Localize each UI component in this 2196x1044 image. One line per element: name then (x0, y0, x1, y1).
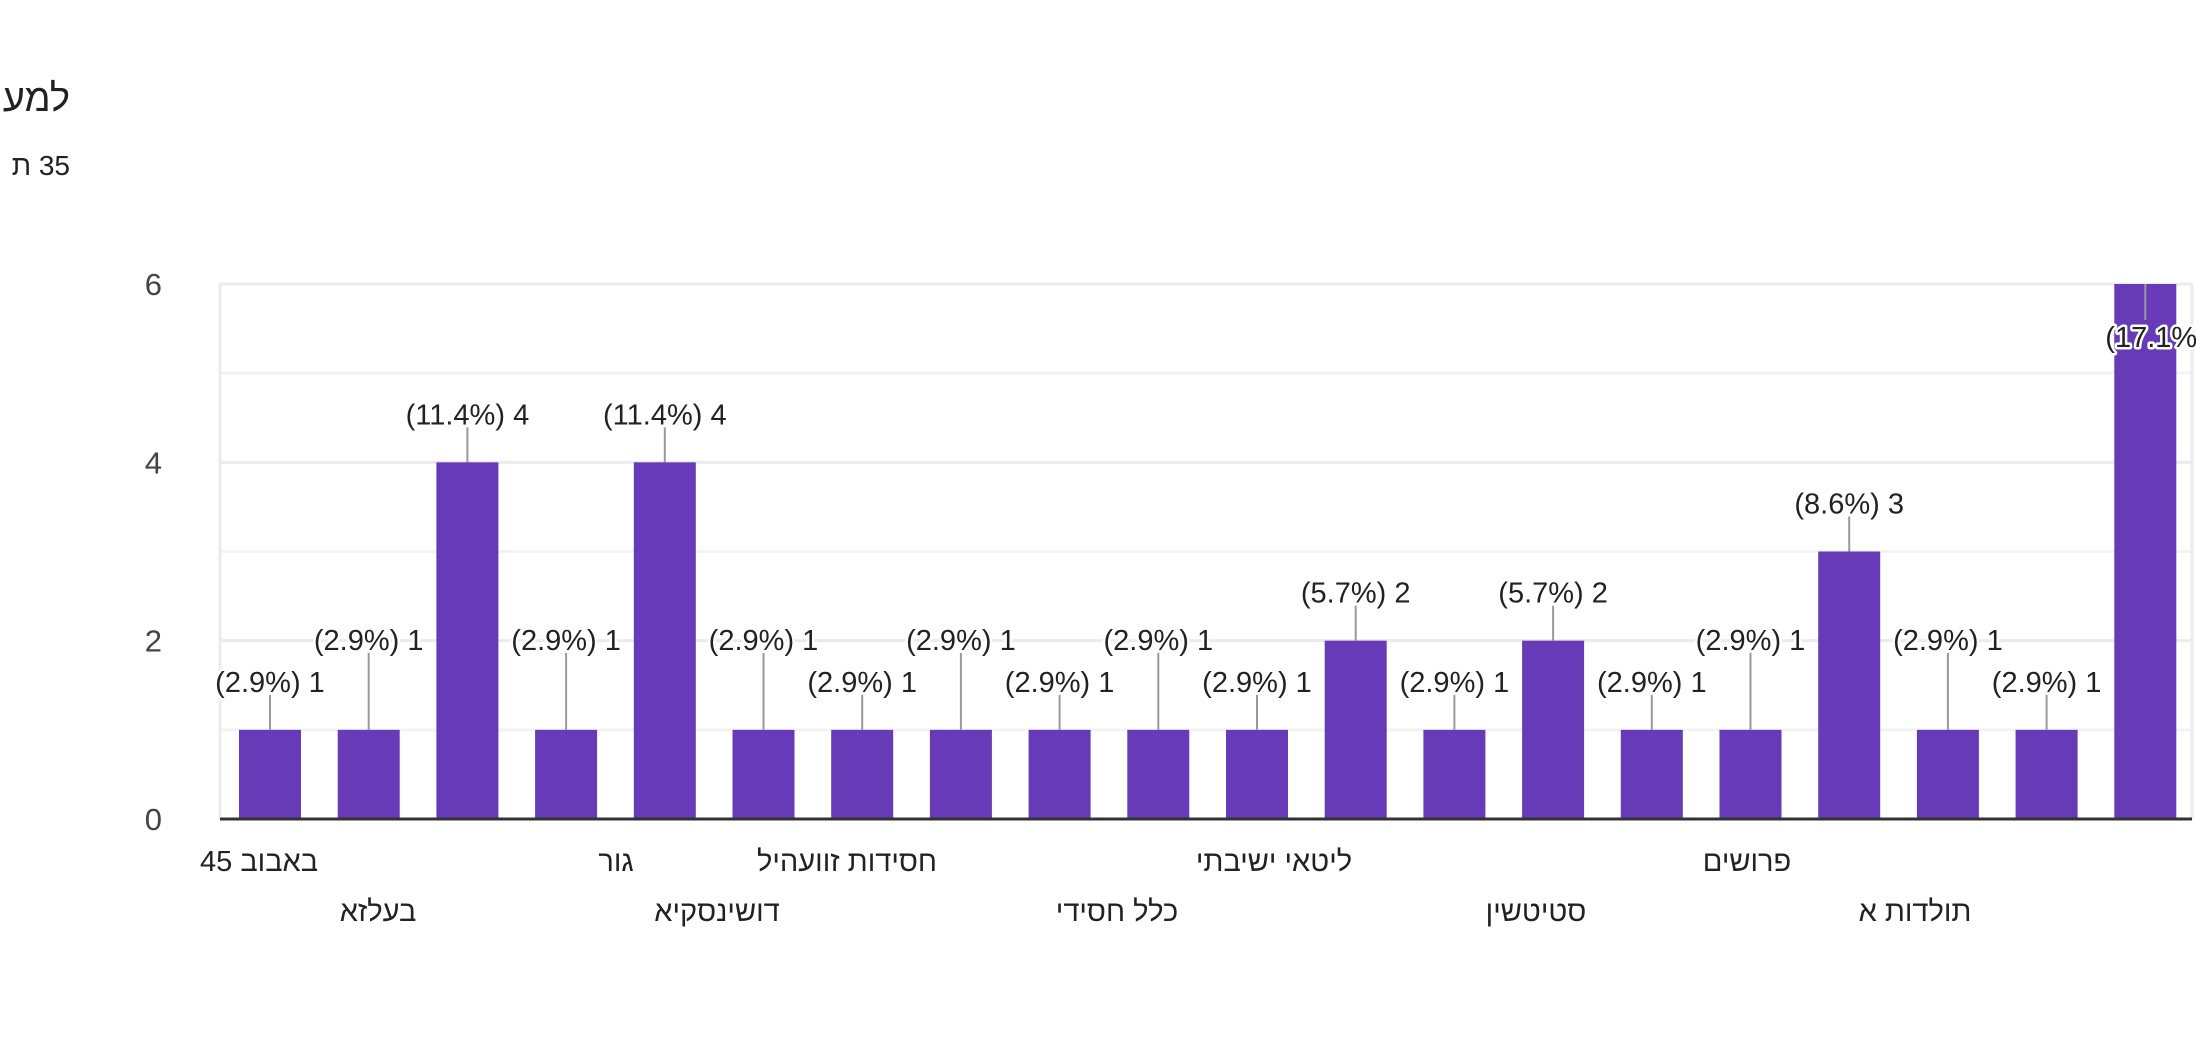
x-tick-label: גור (598, 846, 633, 878)
bar (337, 729, 400, 819)
x-tick-label: בעלזא (340, 896, 417, 928)
data-label: 1 (2.9%) (709, 625, 819, 657)
y-tick-label: 6 (145, 267, 162, 302)
data-label: 2 (5.7%) (1498, 578, 1608, 610)
x-tick-label: פרושים (1703, 846, 1792, 878)
data-label: 4 (11.4%) (406, 399, 530, 431)
question-title: למע (2, 78, 70, 120)
data-label: 1 (2.9%) (1597, 667, 1707, 699)
y-tick-label: 0 (145, 802, 162, 837)
bar (1916, 729, 1979, 819)
data-label: 1 (2.9%) (314, 625, 424, 657)
y-tick-label: 2 (145, 624, 162, 659)
bar (2114, 284, 2177, 819)
data-label: 1 (2.9%) (511, 625, 621, 657)
data-label: 3 (8.6%) (1794, 489, 1904, 521)
bar (929, 729, 992, 819)
x-tick-label: סטיטשין (1486, 896, 1587, 928)
bar (436, 462, 499, 819)
y-tick-label: 4 (145, 445, 162, 480)
x-tick-label: ליטאי ישיבתי (1196, 846, 1352, 878)
data-label: 6 (17.1%) (2105, 322, 2196, 354)
bar (1818, 551, 1881, 819)
bar (1127, 729, 1190, 819)
bar (239, 729, 301, 819)
bar (1226, 729, 1288, 819)
bar (1719, 729, 1782, 819)
x-tick-label: דושינסקיא (654, 896, 779, 928)
x-tick-label: באבוב 45 (200, 846, 318, 878)
bar (1028, 729, 1091, 819)
data-label: 1 (2.9%) (1005, 667, 1115, 699)
bar (2015, 729, 2078, 819)
bar (831, 729, 894, 819)
data-label: 1 (2.9%) (1400, 667, 1510, 699)
response-count: 35 ת (11, 150, 70, 181)
data-label: 1 (2.9%) (1893, 625, 2003, 657)
x-tick-label: חסידות זוועהיל (757, 846, 937, 878)
bar (1423, 729, 1486, 819)
data-label: 1 (2.9%) (906, 625, 1016, 657)
bar (1620, 729, 1683, 819)
data-label: 1 (2.9%) (1992, 667, 2102, 699)
bar (633, 462, 696, 819)
data-label: 1 (2.9%) (1103, 625, 1213, 657)
bar (535, 729, 598, 819)
data-label: 4 (11.4%) (603, 399, 727, 431)
x-tick-label: כלל חסידי (1056, 896, 1178, 928)
data-label: 1 (2.9%) (807, 667, 917, 699)
x-tick-label: תולדות א (1859, 896, 1972, 928)
data-label: 1 (2.9%) (215, 667, 325, 699)
data-label: 2 (5.7%) (1301, 578, 1411, 610)
bar (732, 729, 795, 819)
data-label: 1 (2.9%) (1696, 625, 1806, 657)
bar (1324, 640, 1387, 819)
bar (1522, 640, 1585, 819)
data-label: 1 (2.9%) (1202, 667, 1312, 699)
